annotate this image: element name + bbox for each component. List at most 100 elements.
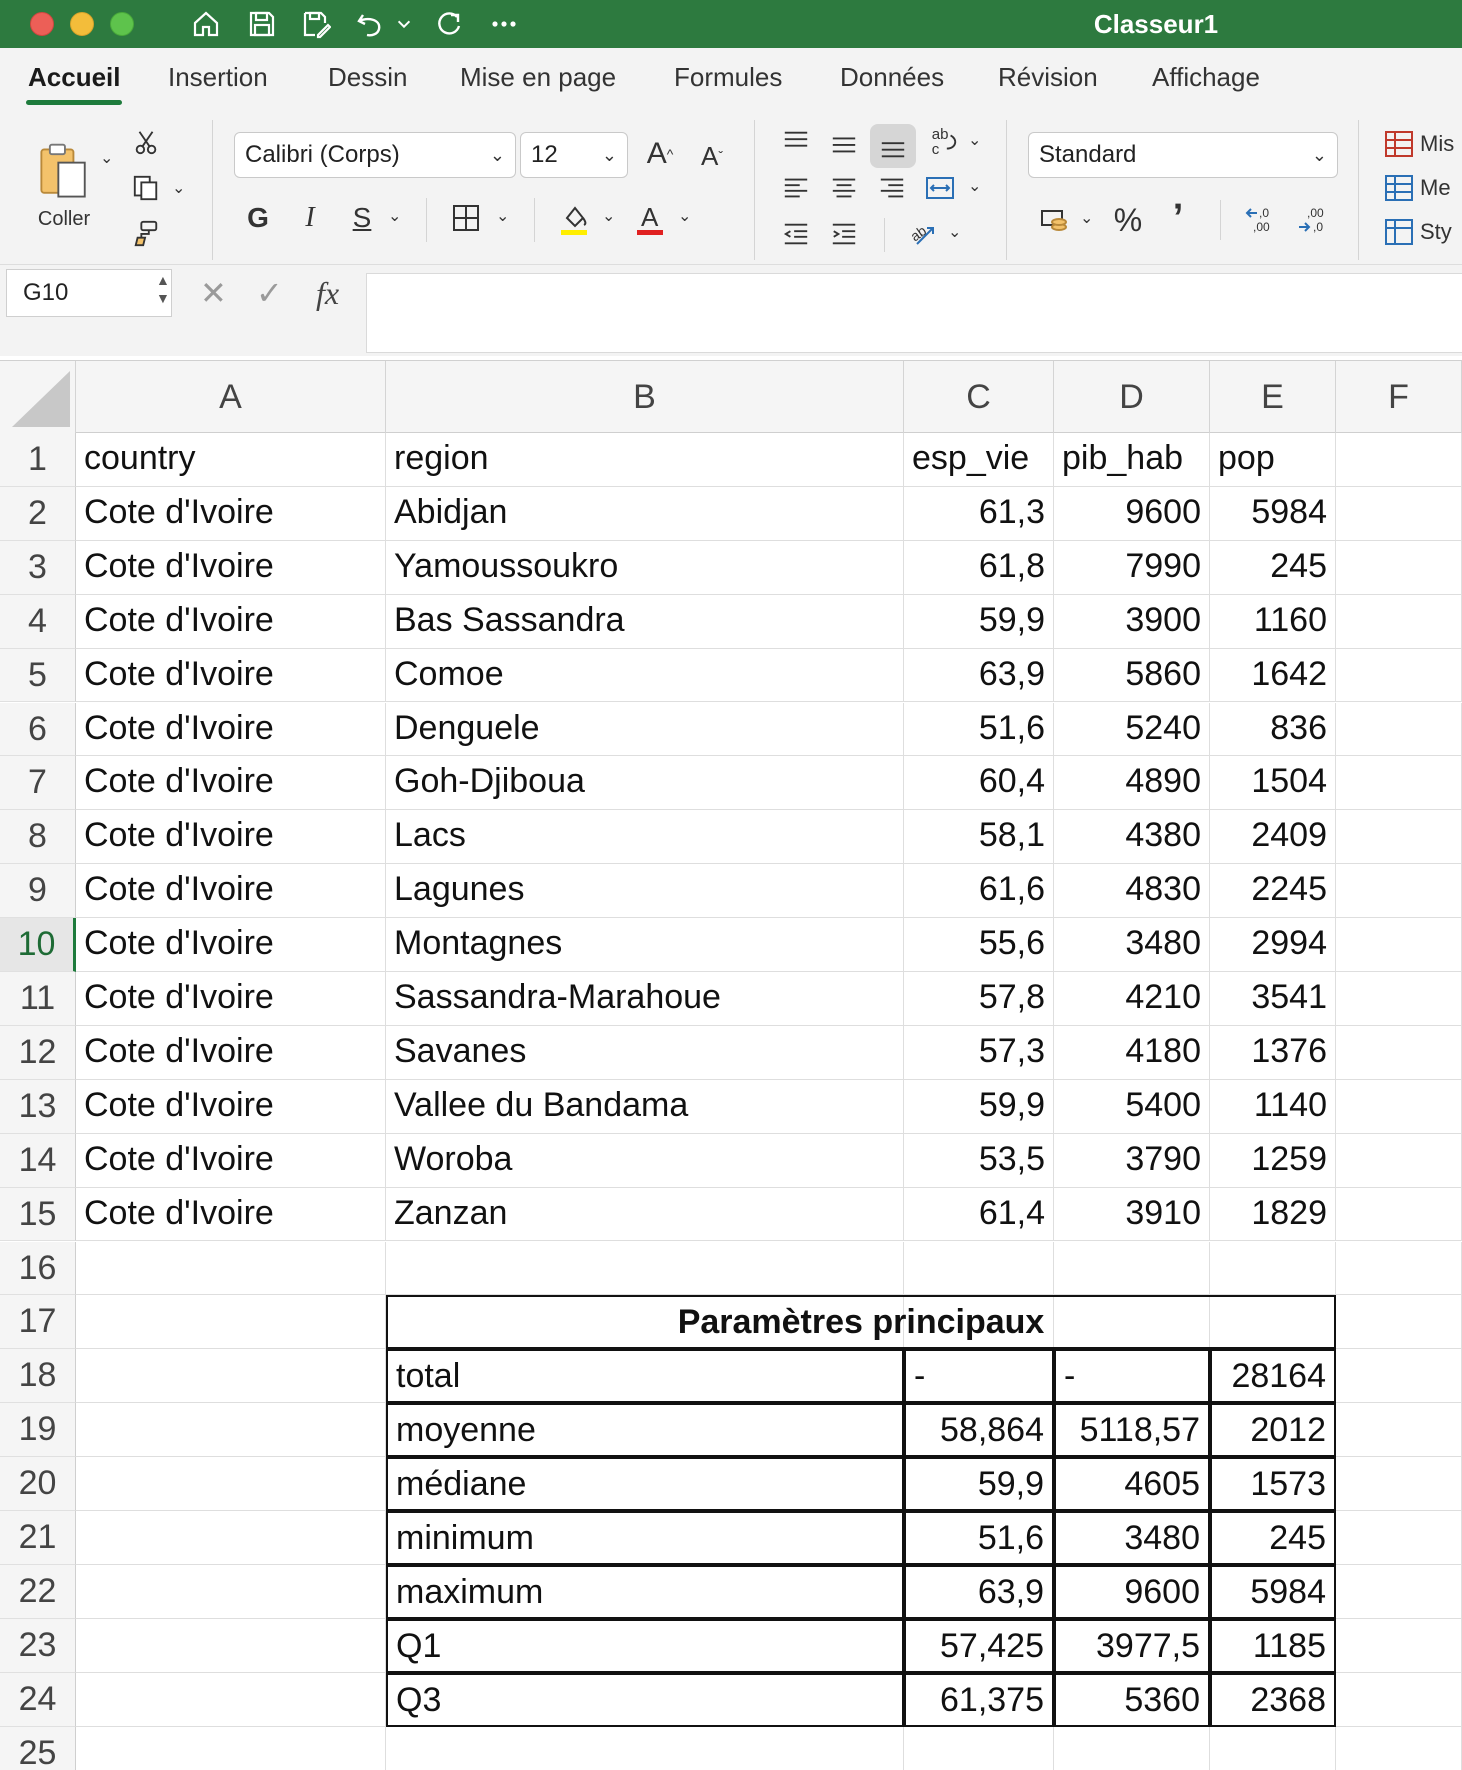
data-cell[interactable]: Cote d'Ivoire — [76, 756, 386, 811]
accounting-chevron-icon[interactable]: ⌄ — [1080, 210, 1094, 227]
empty-cell[interactable] — [1336, 1079, 1462, 1134]
format-painter-icon[interactable] — [128, 214, 164, 252]
data-cell[interactable]: 3790 — [1054, 1133, 1210, 1188]
empty-cell[interactable] — [76, 1618, 386, 1673]
tab-dessin[interactable]: Dessin — [328, 62, 408, 92]
empty-cell[interactable] — [904, 1726, 1054, 1770]
empty-cell[interactable] — [1336, 1726, 1462, 1770]
fill-color-icon[interactable] — [554, 196, 594, 242]
row-header-21[interactable]: 21 — [0, 1511, 76, 1565]
borders-icon[interactable] — [446, 198, 486, 238]
empty-cell[interactable] — [76, 1457, 386, 1511]
bold-button[interactable]: G — [247, 202, 269, 233]
align-bottom-icon[interactable] — [870, 124, 916, 168]
data-cell[interactable]: Cote d'Ivoire — [76, 702, 386, 757]
empty-cell[interactable] — [1336, 1187, 1462, 1242]
paste-button[interactable]: Coller — [32, 130, 96, 240]
data-cell[interactable]: Cote d'Ivoire — [76, 864, 386, 919]
summary-cell[interactable]: 2368 — [1210, 1672, 1336, 1727]
row-header-13[interactable]: 13 — [0, 1079, 76, 1134]
fill-color-chevron-icon[interactable]: ⌄ — [602, 208, 616, 225]
empty-cell[interactable] — [1336, 1295, 1462, 1350]
header-cell[interactable]: esp_vie — [904, 433, 1054, 487]
close-window-button[interactable] — [30, 12, 54, 36]
undo-icon[interactable] — [352, 6, 388, 42]
borders-chevron-icon[interactable]: ⌄ — [496, 208, 510, 225]
summary-cell[interactable]: 28164 — [1210, 1349, 1336, 1404]
align-right-icon[interactable] — [874, 168, 910, 208]
header-cell[interactable]: country — [76, 433, 386, 487]
data-cell[interactable]: 1504 — [1210, 756, 1336, 811]
data-cell[interactable]: Lagunes — [386, 864, 904, 919]
underline-button[interactable]: S — [352, 202, 372, 233]
data-cell[interactable]: 4380 — [1054, 810, 1210, 865]
save-as-icon[interactable] — [298, 6, 334, 42]
data-cell[interactable]: Cote d'Ivoire — [76, 1079, 386, 1134]
summary-cell[interactable]: 9600 — [1054, 1564, 1210, 1619]
data-cell[interactable]: Sassandra-Marahoue — [386, 972, 904, 1026]
insert-function-icon[interactable]: fx — [316, 275, 340, 311]
more-options-icon[interactable] — [486, 6, 522, 42]
increase-decimal-icon[interactable]: ,0,00 — [1240, 198, 1284, 242]
summary-cell[interactable]: 5118,57 — [1054, 1403, 1210, 1458]
data-cell[interactable]: 61,6 — [904, 864, 1054, 919]
row-header-3[interactable]: 3 — [0, 540, 76, 595]
empty-cell[interactable] — [1336, 918, 1462, 972]
data-cell[interactable]: 1140 — [1210, 1079, 1336, 1134]
cancel-icon[interactable]: ✕ — [200, 275, 227, 311]
row-header-8[interactable]: 8 — [0, 810, 76, 865]
summary-cell[interactable]: 3480 — [1054, 1511, 1210, 1565]
text-orientation-chevron-icon[interactable]: ⌄ — [948, 224, 962, 241]
summary-cell[interactable]: 58,864 — [904, 1403, 1054, 1458]
empty-cell[interactable] — [76, 1241, 386, 1296]
empty-cell[interactable] — [1336, 810, 1462, 865]
conditional-formatting-button[interactable]: Mis — [1384, 126, 1462, 162]
summary-cell[interactable]: 5984 — [1210, 1564, 1336, 1619]
data-cell[interactable]: Abidjan — [386, 486, 904, 541]
tab-revision[interactable]: Révision — [998, 62, 1098, 92]
empty-cell[interactable] — [76, 1403, 386, 1458]
name-box-stepper-icon[interactable]: ▲ ▼ — [156, 272, 170, 306]
copy-icon[interactable] — [128, 170, 164, 206]
empty-cell[interactable] — [1336, 1618, 1462, 1673]
row-header-5[interactable]: 5 — [0, 648, 76, 703]
summary-cell[interactable]: - — [904, 1349, 1054, 1404]
data-cell[interactable]: 3480 — [1054, 918, 1210, 972]
empty-cell[interactable] — [76, 1295, 386, 1350]
empty-cell[interactable] — [1336, 1349, 1462, 1404]
summary-cell[interactable]: moyenne — [386, 1403, 904, 1458]
empty-cell[interactable] — [386, 1241, 904, 1296]
summary-cell[interactable]: 5360 — [1054, 1672, 1210, 1727]
empty-cell[interactable] — [1336, 1457, 1462, 1511]
copy-chevron-icon[interactable]: ⌄ — [172, 180, 186, 197]
empty-cell[interactable] — [1336, 1564, 1462, 1619]
data-cell[interactable]: 61,4 — [904, 1187, 1054, 1242]
summary-cell[interactable]: 1573 — [1210, 1457, 1336, 1511]
summary-cell[interactable]: maximum — [386, 1564, 904, 1619]
formula-input[interactable] — [366, 273, 1462, 353]
empty-cell[interactable] — [76, 1726, 386, 1770]
row-header-25[interactable]: 25 — [0, 1726, 76, 1770]
decrease-decimal-icon[interactable]: ,00,0 — [1292, 198, 1336, 242]
data-cell[interactable]: 7990 — [1054, 540, 1210, 595]
align-left-icon[interactable] — [778, 168, 814, 208]
empty-cell[interactable] — [1336, 1511, 1462, 1565]
header-cell[interactable]: pop — [1210, 433, 1336, 487]
empty-cell[interactable] — [1336, 864, 1462, 919]
empty-cell[interactable] — [904, 1241, 1054, 1296]
data-cell[interactable]: 61,3 — [904, 486, 1054, 541]
empty-cell[interactable] — [1336, 1025, 1462, 1080]
data-cell[interactable]: 60,4 — [904, 756, 1054, 811]
data-cell[interactable]: 836 — [1210, 702, 1336, 757]
redo-icon[interactable] — [430, 6, 466, 42]
data-cell[interactable]: 2409 — [1210, 810, 1336, 865]
data-cell[interactable]: 58,1 — [904, 810, 1054, 865]
data-cell[interactable]: 59,9 — [904, 1079, 1054, 1134]
align-middle-icon[interactable] — [826, 124, 862, 164]
comma-style-icon[interactable]: ’ — [1172, 196, 1184, 239]
summary-cell[interactable]: 245 — [1210, 1511, 1336, 1565]
empty-cell[interactable] — [1336, 1403, 1462, 1458]
data-cell[interactable]: Cote d'Ivoire — [76, 810, 386, 865]
tab-formules[interactable]: Formules — [674, 62, 783, 92]
number-format-dropdown[interactable]: Standard ⌄ — [1028, 132, 1338, 178]
